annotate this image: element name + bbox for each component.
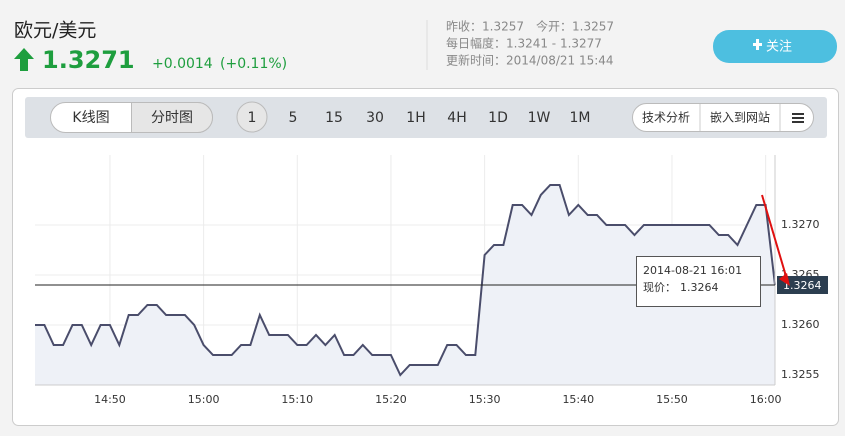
prev-close-label: 昨收： <box>446 20 482 34</box>
view-button[interactable]: K线图 <box>72 110 109 126</box>
toolbar <box>25 97 827 138</box>
tooltip-bg <box>636 256 761 307</box>
range: 1.3241 - 1.3277 <box>506 37 602 51</box>
pointer-head <box>779 273 790 286</box>
price: 1.3271 <box>42 46 135 74</box>
interval-button[interactable]: 1H <box>406 110 425 126</box>
crosshair-label: 1.3264 <box>783 279 822 292</box>
prev-close: 1.3257 <box>482 20 524 34</box>
x-tick-label: 15:30 <box>469 393 501 406</box>
tooltip-price-value: 1.3264 <box>680 281 719 294</box>
open: 1.3257 <box>572 20 614 34</box>
pointer-arrow <box>761 194 789 284</box>
x-tick-label: 15:20 <box>375 393 407 406</box>
open-label: 今开： <box>536 19 572 34</box>
follow-text: 关注 <box>766 40 792 55</box>
updated-label: 更新时间： <box>446 53 506 68</box>
view-selected <box>131 102 213 133</box>
menu-bar <box>792 121 804 123</box>
change: +0.0014 <box>152 56 213 72</box>
crosshair-label-bg <box>777 276 828 294</box>
interval-selected <box>236 101 268 133</box>
tools-group <box>632 103 814 132</box>
x-tick-label: 15:00 <box>188 393 220 406</box>
view-button[interactable]: 分时图 <box>151 110 193 126</box>
follow-bg <box>713 30 837 63</box>
updated: 2014/08/21 15:44 <box>506 54 614 68</box>
x-tick-label: 14:50 <box>94 393 126 406</box>
tool-button[interactable]: 技术分析 <box>642 111 690 125</box>
up-arrow <box>14 48 34 71</box>
interval-button[interactable]: 1D <box>488 110 508 126</box>
x-tick-label: 15:40 <box>562 393 594 406</box>
follow-button[interactable]: 关注 <box>713 30 837 63</box>
interval-button[interactable]: 4H <box>447 110 466 126</box>
tooltip-time: 2014-08-21 16:01 <box>643 264 742 277</box>
interval-button[interactable]: 5 <box>289 110 298 126</box>
price-line <box>35 184 776 377</box>
x-tick-label: 16:00 <box>750 393 782 406</box>
menu-bar <box>792 113 804 115</box>
menu-icon[interactable] <box>792 113 804 123</box>
menu-bar <box>792 117 804 119</box>
pair-name: 欧元/美元 <box>14 20 96 42</box>
interval-button[interactable]: 30 <box>366 110 384 126</box>
interval-button[interactable]: 1 <box>248 110 257 126</box>
tool-button[interactable]: 嵌入到网站 <box>710 111 770 125</box>
tooltip-price: 现价： 1.3264 <box>643 281 719 294</box>
range-label: 每日幅度： <box>446 36 506 51</box>
plus-icon <box>753 39 762 50</box>
interval-button[interactable]: 15 <box>325 110 343 126</box>
chart: 华尔街见闻 · 实时行情14:5015:0015:1015:2015:3015:… <box>35 155 828 406</box>
area <box>35 185 775 385</box>
y-tick-label: 1.3255 <box>781 368 820 381</box>
tooltip-price-label: 现价： <box>643 281 676 294</box>
y-tick-label: 1.3270 <box>781 218 820 231</box>
y-tick-label: 1.3260 <box>781 318 820 331</box>
x-tick-label: 15:10 <box>281 393 313 406</box>
change-pct: (+0.11%) <box>220 56 287 72</box>
interval-button[interactable]: 1W <box>528 110 551 126</box>
interval-button[interactable]: 1M <box>570 110 591 126</box>
x-tick-label: 15:50 <box>656 393 688 406</box>
